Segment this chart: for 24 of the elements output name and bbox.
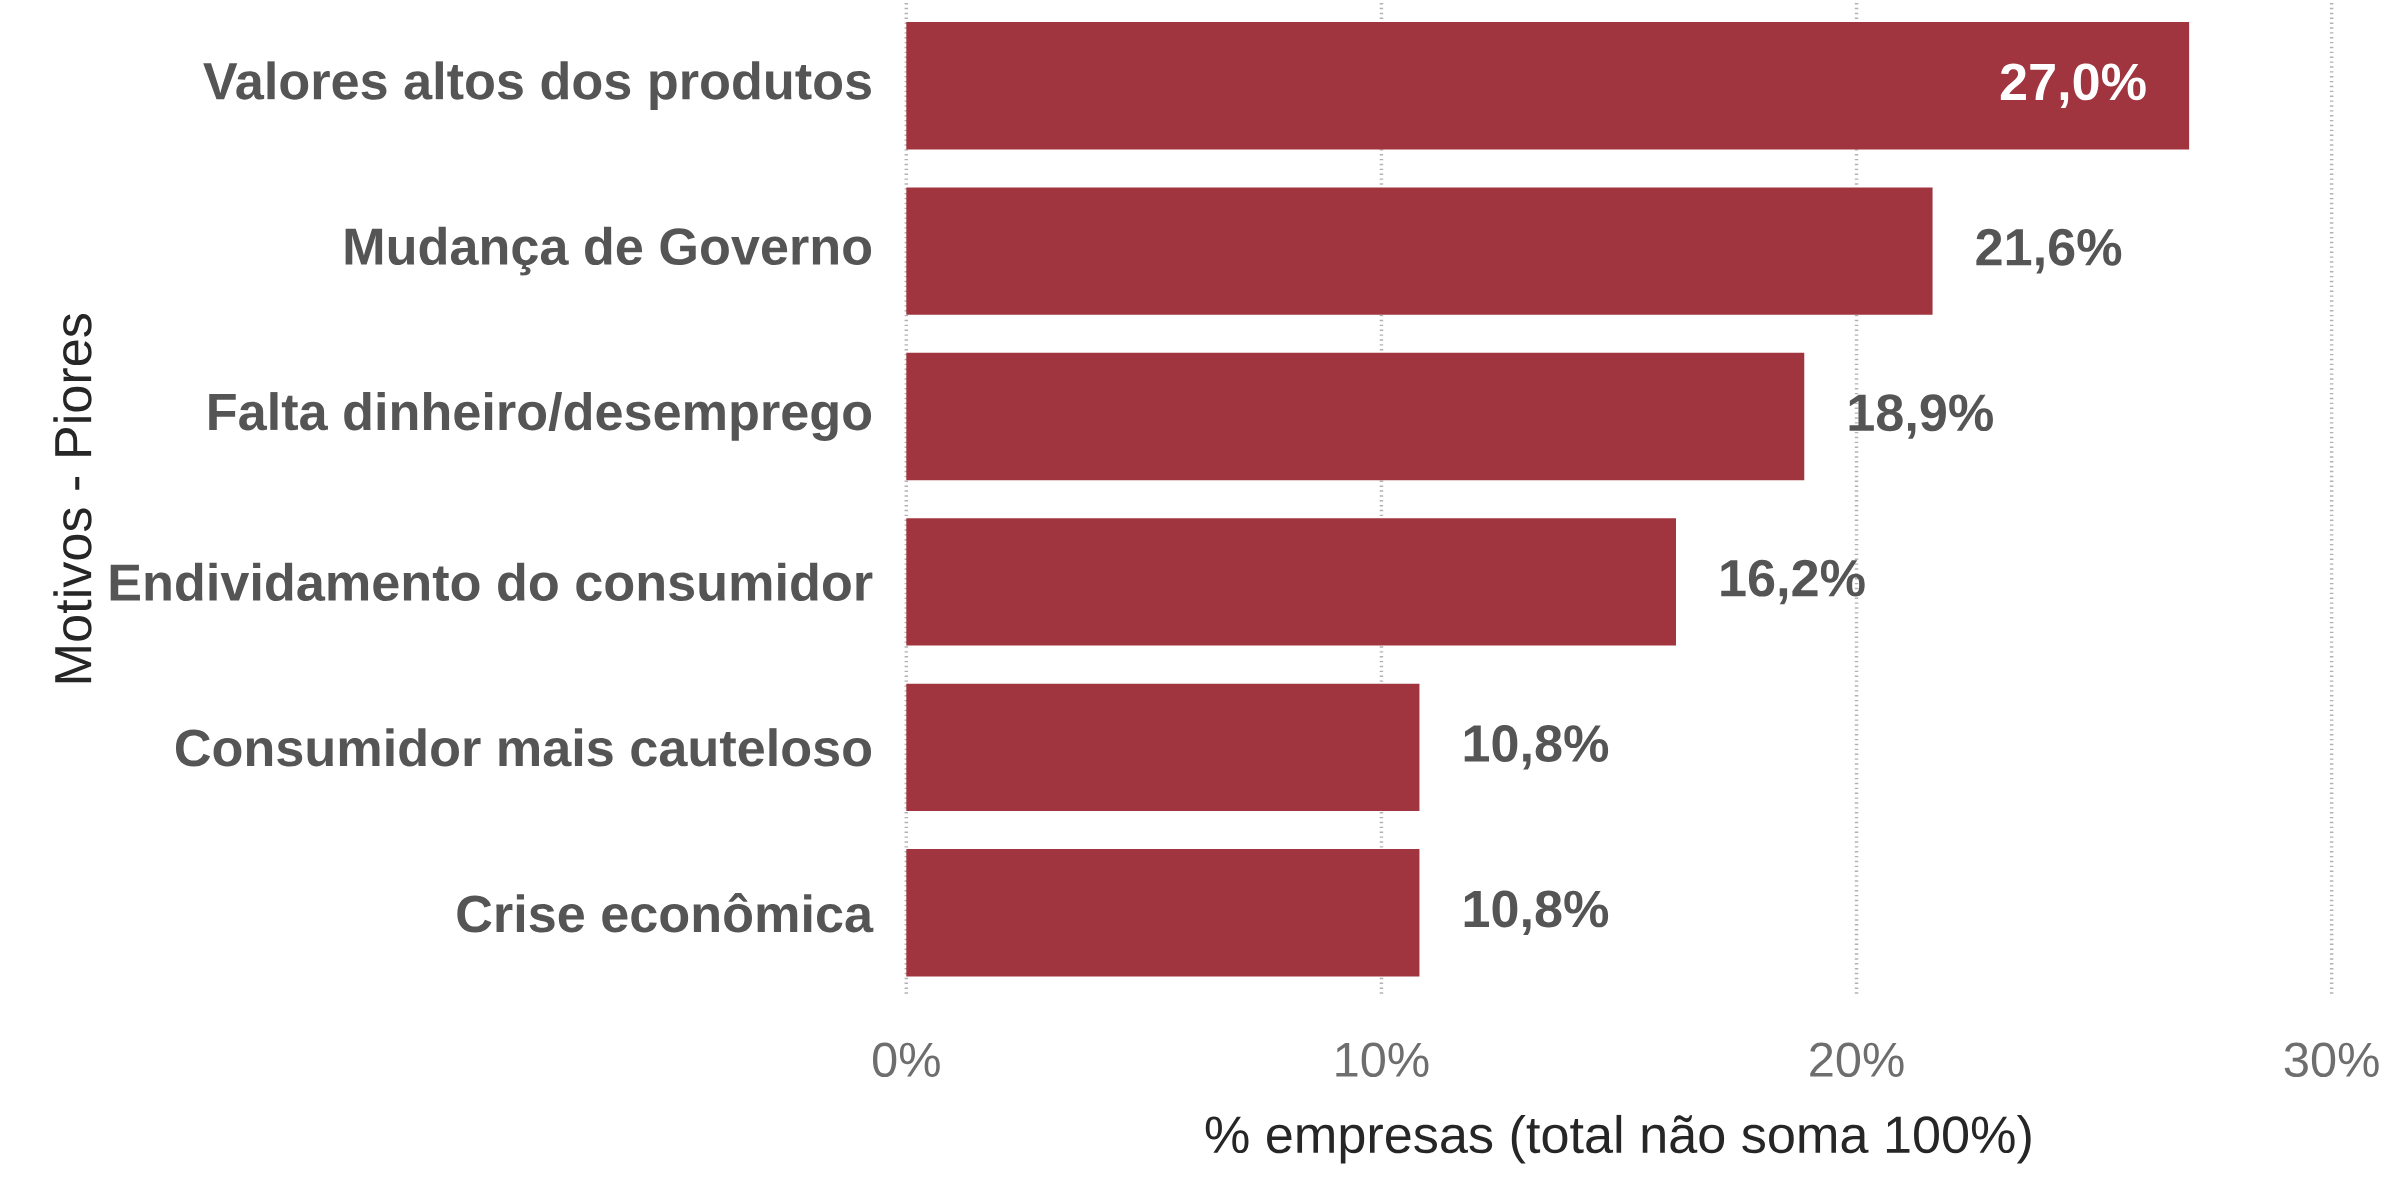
bar [906,683,1420,812]
x-tick-label: 30% [2284,1042,2379,1078]
y-tick-label: Mudança de Governo [345,226,872,276]
y-tick-label: Consumidor mais cauteloso [175,728,872,767]
y-tick-label: Valores altos dos produtos [203,61,871,111]
bar [906,187,1933,315]
y-tick-label: Crise econômica [457,893,874,933]
y-tick-label: Falta dinheiro/desemprego [209,392,872,442]
data-label: 21,6% [1976,229,2122,274]
data-label: 27,0% [2000,63,2146,109]
bar [906,849,1420,977]
y-tick-label: Endividamento do consumidor [110,562,873,602]
x-tick-label: 10% [1336,1042,1429,1078]
data-label: 16,2% [1721,559,1865,605]
x-tick-label: 20% [1810,1042,1904,1078]
x-tick-label: 0% [873,1042,940,1078]
data-label: 10,8% [1464,725,1609,770]
bar [906,518,1676,646]
y-axis-title: Motivos - Piores [53,314,92,683]
data-label: 18,9% [1849,394,1993,439]
bar [906,22,2190,150]
x-axis-title: % empresas (total não soma 100%) [1205,1115,2031,1164]
bar [906,353,1805,481]
data-label: 10,8% [1464,890,1609,936]
